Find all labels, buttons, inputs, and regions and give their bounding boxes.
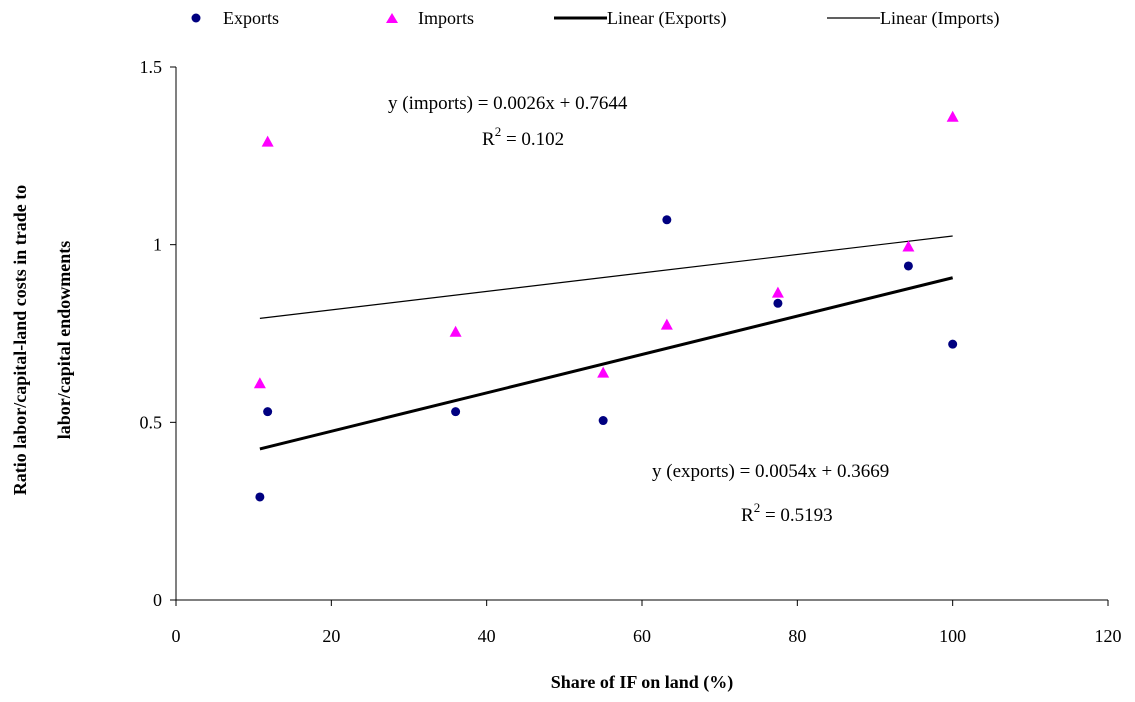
exports-point [948, 339, 958, 349]
x-tick-label: 20 [322, 626, 340, 646]
x-tick-label: 40 [478, 626, 496, 646]
x-tick-label: 60 [633, 626, 651, 646]
exports-point [451, 407, 461, 417]
exports-r-squared: R2 = 0.5193 [741, 500, 833, 526]
exports-point [773, 298, 783, 308]
exports-point [903, 261, 913, 271]
exports-r-sup: 2 [754, 500, 761, 515]
tick-labels: 0 20 40 60 80 100 120 0 0.5 1 1.5 [140, 57, 1122, 646]
y-tick-label: 1 [153, 235, 162, 255]
axes [175, 67, 1108, 601]
x-axis-title: Share of IF on land (%) [551, 672, 734, 693]
trendline-exports [259, 276, 954, 451]
imports-point [449, 325, 462, 337]
exports-point [263, 407, 273, 417]
legend-imports-label: Imports [418, 8, 474, 28]
trendlines [259, 235, 954, 451]
y-tick-label: 1.5 [140, 57, 163, 77]
x-tick-label: 80 [788, 626, 806, 646]
imports-r-value: = 0.102 [501, 129, 564, 150]
exports-equation: y (exports) = 0.0054x + 0.3669 [652, 461, 889, 482]
exports-equation-annotation: y (exports) = 0.0054x + 0.3669 R2 = 0.51… [652, 461, 889, 526]
imports-point [261, 135, 274, 147]
imports-point [253, 377, 266, 389]
legend-imports-marker [386, 13, 398, 23]
x-tick-label: 120 [1095, 626, 1122, 646]
imports-r-squared: R2 = 0.102 [482, 124, 564, 150]
imports-r-sup: 2 [495, 124, 502, 139]
imports-point [946, 110, 959, 122]
y-tick-label: 0 [153, 590, 162, 610]
exports-point [598, 416, 608, 426]
imports-r-base: R [482, 129, 495, 150]
legend: Exports Imports Linear (Exports) Linear … [191, 8, 999, 29]
legend-linear-imports-label: Linear (Imports) [880, 8, 999, 29]
imports-point [902, 240, 915, 252]
trendline-imports [259, 235, 953, 320]
y-tick-label: 0.5 [140, 412, 163, 432]
x-tick-label: 0 [172, 626, 181, 646]
y-axis-title-line-1: Ratio labor/capital-land costs in trade … [10, 185, 30, 496]
x-tick-label: 100 [939, 626, 966, 646]
legend-exports-marker [191, 13, 201, 23]
exports-r-value: = 0.5193 [760, 505, 832, 526]
data-points [253, 110, 959, 502]
imports-point [597, 366, 610, 378]
legend-exports-label: Exports [223, 8, 279, 28]
y-axis-title-line-2: labor/capital endowments [54, 241, 74, 440]
legend-linear-exports-label: Linear (Exports) [607, 8, 726, 29]
imports-point [771, 286, 784, 298]
imports-equation: y (imports) = 0.0026x + 0.7644 [388, 93, 628, 114]
imports-equation-annotation: y (imports) = 0.0026x + 0.7644 R2 = 0.10… [388, 93, 628, 150]
exports-point [662, 215, 672, 225]
exports-r-base: R [741, 505, 754, 526]
imports-point [660, 318, 673, 330]
exports-point [255, 492, 265, 502]
tick-marks [170, 66, 1109, 606]
